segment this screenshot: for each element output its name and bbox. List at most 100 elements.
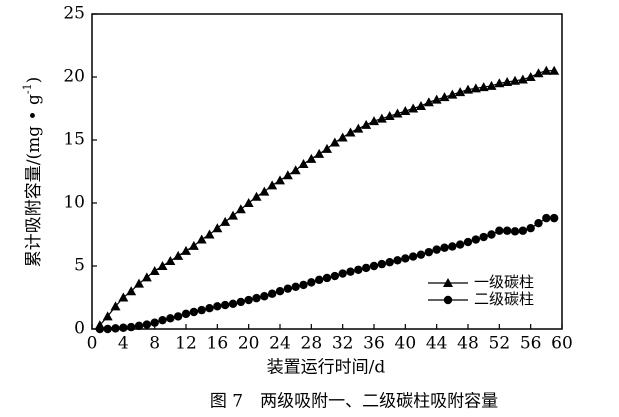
x-tick-label: 44 <box>426 334 448 354</box>
data-point <box>228 210 238 220</box>
legend-label: 二级碳柱 <box>474 290 534 308</box>
data-point <box>376 113 387 123</box>
data-point <box>337 132 348 142</box>
data-point <box>478 82 489 92</box>
data-point <box>204 229 215 239</box>
data-point <box>549 65 560 75</box>
data-point <box>463 84 473 94</box>
data-point <box>126 322 136 332</box>
data-point <box>141 272 152 282</box>
data-point <box>157 261 168 270</box>
data-point <box>432 245 441 254</box>
data-point <box>400 106 411 116</box>
data-point <box>173 250 184 260</box>
data-point <box>165 255 176 265</box>
data-point <box>228 299 238 308</box>
data-point <box>282 170 293 180</box>
data-point <box>455 87 466 97</box>
data-point <box>95 324 105 334</box>
data-point <box>142 320 152 329</box>
data-point <box>502 77 513 87</box>
data-point <box>338 269 347 278</box>
data-point <box>455 240 465 249</box>
data-point <box>439 92 450 102</box>
data-point <box>416 100 426 110</box>
data-point <box>423 97 434 107</box>
legend-marker <box>443 295 453 305</box>
data-point <box>283 284 293 293</box>
data-point <box>111 324 120 333</box>
data-point <box>494 78 505 88</box>
data-point <box>392 108 403 118</box>
data-point <box>361 119 372 129</box>
data-point <box>385 258 394 267</box>
y-axis-label: 累计吸附容量/(mg • g-1) <box>21 77 44 267</box>
x-tick-label: 4 <box>118 334 129 354</box>
data-point <box>197 305 206 315</box>
data-point <box>220 300 230 310</box>
data-point <box>487 230 496 239</box>
data-point <box>260 292 269 301</box>
data-point <box>149 266 160 276</box>
data-point <box>291 282 300 291</box>
data-point <box>345 127 356 137</box>
data-point <box>267 180 278 190</box>
data-point <box>188 240 199 250</box>
data-point <box>495 226 504 235</box>
data-point <box>330 271 340 281</box>
x-tick-label: 16 <box>207 334 229 354</box>
data-point <box>502 226 512 235</box>
data-point <box>517 74 528 84</box>
data-point <box>463 237 473 247</box>
data-point <box>470 83 481 93</box>
data-point <box>526 224 535 233</box>
x-tick-label: 60 <box>551 334 573 354</box>
data-point <box>236 297 246 307</box>
data-point <box>361 263 371 273</box>
data-point <box>354 265 363 274</box>
data-point <box>542 213 551 223</box>
data-point <box>102 311 113 321</box>
data-point <box>314 148 325 158</box>
data-point <box>329 137 340 147</box>
y-label-sup: -1 <box>21 83 34 94</box>
data-point <box>510 227 520 236</box>
data-point <box>549 213 559 223</box>
data-point <box>150 318 159 327</box>
data-point <box>534 218 543 228</box>
data-point <box>252 293 261 303</box>
data-point <box>346 267 355 276</box>
x-tick-label: 52 <box>489 334 511 354</box>
y-label-close: ) <box>24 77 44 84</box>
x-tick-label: 32 <box>332 334 354 354</box>
data-point <box>322 143 332 153</box>
data-point <box>431 94 442 104</box>
data-point <box>134 321 144 331</box>
data-point <box>205 304 214 313</box>
data-point <box>103 324 112 334</box>
data-point <box>440 243 449 252</box>
y-label-main: 累计吸附容量/(mg • g <box>24 94 44 267</box>
x-tick-label: 0 <box>87 334 98 354</box>
data-point <box>448 242 457 251</box>
data-point <box>235 204 246 214</box>
data-point <box>181 245 191 255</box>
data-point <box>377 259 387 269</box>
data-point <box>525 72 536 81</box>
data-point <box>220 216 231 226</box>
data-point <box>541 65 552 75</box>
legend-marker <box>443 278 453 287</box>
data-point <box>471 235 481 244</box>
data-point <box>212 223 223 233</box>
data-point <box>314 275 324 285</box>
data-point <box>401 254 410 263</box>
data-point <box>306 153 317 163</box>
data-point <box>393 256 402 265</box>
data-point <box>166 314 175 323</box>
data-point <box>510 75 520 85</box>
data-point <box>424 247 434 257</box>
plot-frame <box>91 13 563 330</box>
data-point <box>243 198 254 207</box>
data-point <box>384 111 395 121</box>
